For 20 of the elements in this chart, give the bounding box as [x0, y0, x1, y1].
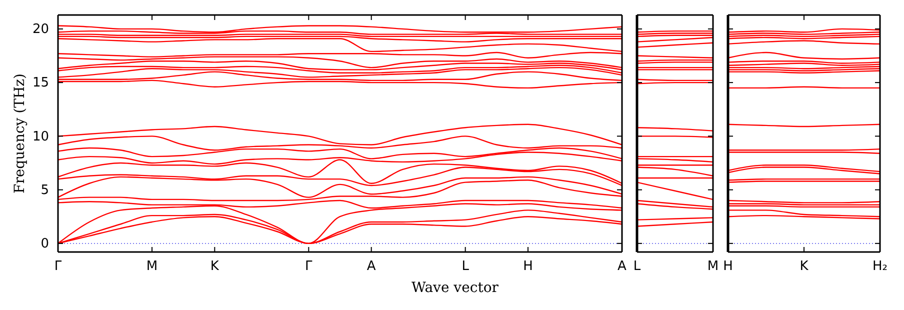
- y-tick-label: 5: [40, 182, 49, 198]
- y-tick-label: 10: [32, 129, 49, 144]
- x-tick-label: M: [707, 259, 719, 274]
- y-tick-label: 20: [32, 22, 49, 38]
- x-axis-title: Wave vector: [412, 280, 499, 296]
- y-tick-label: 0: [40, 236, 49, 252]
- x-tick-label: M: [146, 259, 158, 274]
- x-tick-label: H₂: [872, 259, 888, 274]
- x-tick-label: L: [462, 259, 470, 274]
- x-tick-label: K: [800, 259, 809, 274]
- x-tick-label: Γ: [54, 259, 62, 274]
- x-tick-label: K: [210, 259, 220, 274]
- x-tick-label: H: [523, 259, 533, 274]
- y-tick-label: 15: [32, 76, 49, 91]
- y-axis-title: Frequency (THz): [12, 73, 28, 194]
- x-tick-label: A: [618, 259, 627, 274]
- x-tick-label: L: [633, 259, 642, 274]
- x-tick-label: Γ: [305, 259, 314, 274]
- x-tick-label: H: [723, 259, 733, 274]
- x-tick-label: A: [366, 259, 376, 274]
